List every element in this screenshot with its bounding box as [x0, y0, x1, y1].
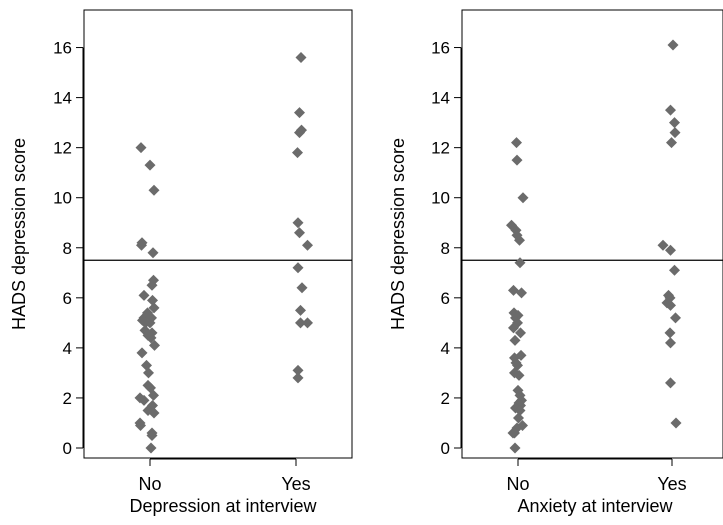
y-tick-label: 0	[63, 439, 72, 458]
data-point	[508, 322, 519, 334]
data-point	[135, 142, 147, 154]
y-tick-label: 4	[63, 339, 72, 358]
plot-area-frame	[83, 9, 353, 459]
data-point	[138, 394, 150, 406]
data-point	[665, 244, 676, 256]
y-tick-label: 16	[53, 39, 72, 58]
data-point	[513, 369, 525, 381]
y-tick-label: 10	[53, 189, 72, 208]
data-point	[670, 312, 681, 324]
y-tick-label: 8	[63, 239, 72, 258]
data-point	[669, 127, 681, 139]
data-point	[665, 299, 676, 311]
data-point	[511, 137, 522, 149]
y-tick-label: 0	[441, 439, 450, 458]
y-tick-label: 12	[53, 139, 72, 158]
data-point	[292, 147, 303, 159]
data-point	[294, 107, 305, 119]
data-point	[148, 407, 160, 419]
data-point	[147, 247, 159, 259]
data-point	[509, 334, 521, 346]
data-point	[295, 304, 306, 316]
data-point	[669, 264, 680, 276]
data-point	[517, 192, 529, 204]
y-tick-label: 16	[431, 39, 450, 58]
data-point	[148, 302, 160, 314]
data-point	[664, 327, 676, 339]
data-point	[145, 332, 157, 344]
y-tick-label: 8	[441, 239, 450, 258]
data-point	[666, 137, 677, 149]
y-tick-label: 6	[441, 289, 450, 308]
y-tick-label: 14	[53, 89, 72, 108]
y-tick-label: 14	[431, 89, 450, 108]
y-tick-label: 10	[431, 189, 450, 208]
data-point	[514, 257, 526, 269]
data-point	[141, 359, 152, 371]
data-point	[667, 39, 679, 51]
data-point	[514, 234, 525, 246]
x-tick-label: Yes	[657, 474, 686, 494]
data-point	[146, 429, 158, 441]
data-point	[292, 372, 304, 384]
data-point	[296, 282, 308, 294]
y-axis-label: HADS depression score	[9, 138, 29, 330]
data-point	[514, 404, 526, 416]
x-tick-label: No	[138, 474, 161, 494]
x-axis-label: Anxiety at interview	[517, 496, 673, 516]
data-point	[144, 159, 156, 171]
data-point	[669, 117, 680, 129]
data-point	[665, 377, 676, 389]
data-point	[136, 347, 148, 359]
data-point	[665, 337, 676, 349]
y-axis-label: HADS depression score	[388, 138, 408, 330]
data-point	[145, 442, 157, 454]
data-point	[147, 294, 158, 306]
y-tick-label: 2	[63, 389, 72, 408]
data-point	[515, 327, 526, 339]
data-point	[136, 239, 147, 251]
data-point	[509, 427, 520, 439]
data-point	[670, 417, 682, 429]
data-point	[516, 287, 527, 299]
data-point	[657, 239, 669, 251]
data-point	[144, 317, 156, 329]
data-point	[295, 317, 306, 329]
y-tick-label: 6	[63, 289, 72, 308]
y-tick-label: 4	[441, 339, 450, 358]
data-point	[148, 184, 160, 196]
y-tick-label: 2	[441, 389, 450, 408]
data-point	[302, 317, 313, 329]
data-point	[146, 279, 158, 291]
data-point	[292, 217, 304, 229]
data-point	[665, 104, 676, 116]
data-point	[143, 367, 154, 379]
data-point	[138, 289, 150, 301]
data-point	[295, 52, 307, 64]
x-axis-label: Depression at interview	[129, 496, 317, 516]
data-point	[513, 412, 524, 424]
data-point	[294, 227, 305, 239]
data-point	[149, 339, 160, 351]
data-point	[292, 364, 304, 376]
data-point	[509, 442, 521, 454]
x-tick-label: Yes	[281, 474, 310, 494]
x-tick-label: No	[506, 474, 529, 494]
data-point	[292, 262, 304, 274]
data-point	[148, 389, 159, 401]
data-point	[135, 419, 146, 431]
plot-area-frame	[461, 9, 723, 459]
data-point	[511, 154, 523, 166]
data-point	[302, 239, 313, 251]
data-point	[294, 127, 305, 139]
y-tick-label: 12	[431, 139, 450, 158]
